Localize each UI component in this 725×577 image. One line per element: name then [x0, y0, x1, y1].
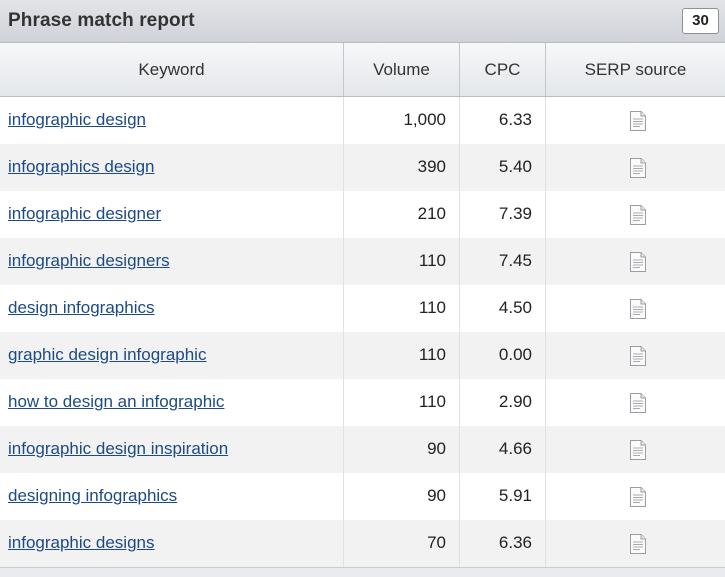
keyword-cell: infographic designer [0, 191, 344, 238]
document-icon[interactable] [628, 345, 648, 367]
keyword-cell: how to design an infographic [0, 379, 344, 426]
cpc-cell: 6.36 [460, 520, 546, 567]
column-header-serp-source[interactable]: SERP source [584, 60, 687, 79]
table-row: infographic designer 210 7.39 [0, 191, 725, 238]
column-header-volume[interactable]: Volume [344, 43, 460, 96]
volume-cell: 70 [344, 520, 460, 567]
keyword-cell: infographic designs [0, 520, 344, 567]
cpc-cell: 7.45 [460, 238, 546, 285]
volume-cell: 390 [344, 144, 460, 191]
cpc-cell: 2.90 [460, 379, 546, 426]
column-header-keyword[interactable]: Keyword [0, 43, 344, 96]
serp-source-cell [546, 426, 725, 473]
volume-cell: 110 [344, 238, 460, 285]
serp-source-cell [546, 285, 725, 332]
keyword-link[interactable]: infographic designers [8, 251, 170, 270]
keyword-cell: infographic designers [0, 238, 344, 285]
keyword-cell: infographics design [0, 144, 344, 191]
keyword-cell: infographic design [0, 97, 344, 144]
keyword-cell: design infographics [0, 285, 344, 332]
volume-cell: 210 [344, 191, 460, 238]
cpc-cell: 7.39 [460, 191, 546, 238]
cpc-cell: 6.33 [460, 97, 546, 144]
serp-source-cell [546, 238, 725, 285]
keyword-link[interactable]: infographic designer [8, 204, 162, 223]
table-row: infographic designs 70 6.36 [0, 520, 725, 567]
table-row: infographics design 390 5.40 [0, 144, 725, 191]
volume-cell: 90 [344, 473, 460, 520]
keyword-cell: designing infographics [0, 473, 344, 520]
serp-source-cell [546, 144, 725, 191]
cpc-cell: 4.66 [460, 426, 546, 473]
table-body: infographic design 1,000 6.33 infographi… [0, 97, 725, 567]
table-row: graphic design infographic 110 0.00 [0, 332, 725, 379]
cpc-cell: 5.91 [460, 473, 546, 520]
table-row: how to design an infographic 110 2.90 [0, 379, 725, 426]
keyword-link[interactable]: designing infographics [8, 486, 178, 505]
keyword-link[interactable]: how to design an infographic [8, 392, 225, 411]
volume-cell: 110 [344, 285, 460, 332]
table-row: designing infographics 90 5.91 [0, 473, 725, 520]
volume-cell: 1,000 [344, 97, 460, 144]
volume-cell: 90 [344, 426, 460, 473]
keyword-link[interactable]: infographic designs [8, 533, 155, 552]
document-icon[interactable] [628, 204, 648, 226]
keyword-link[interactable]: graphic design infographic [8, 345, 207, 364]
keyword-link[interactable]: infographic design inspiration [8, 439, 229, 458]
cpc-cell: 5.40 [460, 144, 546, 191]
keyword-cell: infographic design inspiration [0, 426, 344, 473]
document-icon[interactable] [628, 486, 648, 508]
table-row: infographic design inspiration 90 4.66 [0, 426, 725, 473]
cpc-cell: 0.00 [460, 332, 546, 379]
serp-source-cell [546, 520, 725, 567]
keyword-link[interactable]: design infographics [8, 298, 155, 317]
table-row: design infographics 110 4.50 [0, 285, 725, 332]
volume-cell: 110 [344, 332, 460, 379]
serp-source-cell [546, 379, 725, 426]
result-count-badge: 30 [682, 8, 719, 34]
document-icon[interactable] [628, 110, 648, 132]
table-row: infographic designers 110 7.45 [0, 238, 725, 285]
serp-source-cell [546, 191, 725, 238]
table-row: infographic design 1,000 6.33 [0, 97, 725, 144]
document-icon[interactable] [628, 392, 648, 414]
cpc-cell: 4.50 [460, 285, 546, 332]
table-header: Keyword Volume CPC SERP source [0, 43, 725, 97]
table-footer [0, 567, 725, 577]
serp-source-cell [546, 332, 725, 379]
serp-source-cell [546, 473, 725, 520]
document-icon[interactable] [628, 298, 648, 320]
report-title-bar: Phrase match report 30 [0, 0, 725, 43]
keyword-link[interactable]: infographics design [8, 157, 155, 176]
keyword-cell: graphic design infographic [0, 332, 344, 379]
document-icon[interactable] [628, 439, 648, 461]
volume-cell: 110 [344, 379, 460, 426]
column-header-cpc[interactable]: CPC [460, 43, 546, 96]
serp-source-cell [546, 97, 725, 144]
report-title: Phrase match report [8, 10, 195, 31]
document-icon[interactable] [628, 251, 648, 273]
document-icon[interactable] [628, 533, 648, 555]
keyword-link[interactable]: infographic design [8, 110, 146, 129]
document-icon[interactable] [628, 157, 648, 179]
